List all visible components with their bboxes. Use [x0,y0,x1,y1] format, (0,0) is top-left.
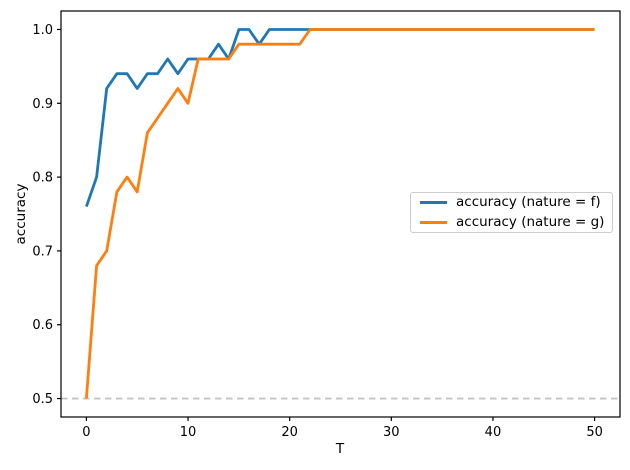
x-tick-label: 30 [383,425,400,440]
x-tick-label: 40 [485,425,502,440]
x-tick-label: 20 [281,425,298,440]
legend-entry-g: accuracy (nature = g) [420,214,605,231]
x-tick-label: 0 [82,425,90,440]
y-tick-label: 0.8 [32,171,53,186]
y-tick-label: 0.5 [32,392,53,407]
series-line-0 [85,28,595,208]
x-axis-label: T [335,441,345,457]
y-tick-label: 0.6 [32,318,53,333]
legend-entry-f: accuracy (nature = f) [420,194,603,211]
legend: accuracy (nature = f) accuracy (nature =… [410,192,613,233]
y-tick-label: 0.9 [32,97,53,112]
y-tick-label: 0.7 [32,244,53,259]
legend-line-sample-g [420,220,447,224]
series-line-1 [85,28,595,399]
x-tick-label: 50 [586,425,603,440]
x-tick-label: 10 [180,425,197,440]
legend-label-f: accuracy (nature = f) [456,194,601,211]
legend-line-sample-f [420,201,447,205]
legend-label-g: accuracy (nature = g) [456,214,605,230]
y-tick-label: 1.0 [32,23,53,38]
y-axis-label: accuracy [13,183,29,245]
plot-frame [60,10,621,418]
